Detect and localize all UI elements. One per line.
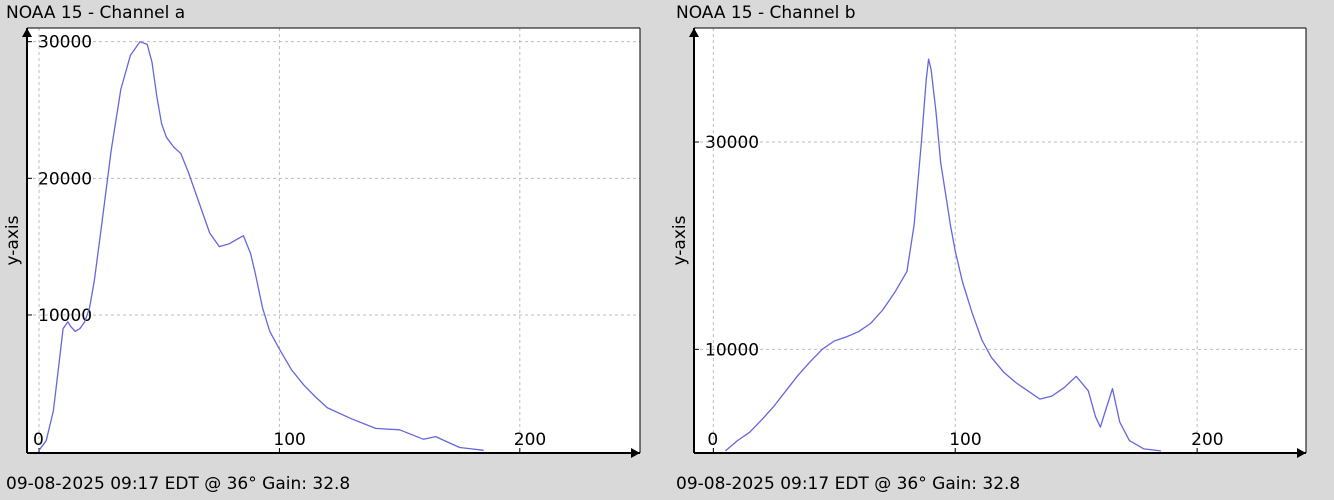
chart-title: NOAA 15 - Channel a <box>6 3 186 23</box>
plot-area-a: 0 100 200 10000 20000 30000 y-axis <box>3 27 641 458</box>
y-tick-label: 10000 <box>705 340 759 360</box>
y-tick-label: 10000 <box>38 306 92 326</box>
series-line <box>724 58 1161 452</box>
plot-background <box>27 28 640 453</box>
x-tick-label: 100 <box>949 430 981 450</box>
chart-footer: 09-08-2025 09:17 EDT @ 36° Gain: 32.8 <box>6 474 351 494</box>
plot-area-b: 0 100 200 10000 30000 y-axis <box>670 27 1307 458</box>
x-tick-label: 0 <box>707 430 718 450</box>
y-tick-label: 30000 <box>38 33 92 53</box>
x-tick-label: 200 <box>514 430 546 450</box>
y-axis-label: y-axis <box>3 215 23 265</box>
y-axis-arrow <box>689 28 699 37</box>
x-axis-arrow <box>631 448 640 458</box>
y-tick-label: 20000 <box>38 169 92 189</box>
chart-footer: 09-08-2025 09:17 EDT @ 36° Gain: 32.8 <box>676 474 1021 494</box>
y-axis-label: y-axis <box>670 215 690 265</box>
y-axis-arrow <box>22 28 32 37</box>
x-tick-label: 0 <box>33 430 44 450</box>
x-tick-label: 100 <box>273 430 305 450</box>
x-axis-arrow <box>1297 448 1306 458</box>
series-line <box>38 41 484 451</box>
chart-title: NOAA 15 - Channel b <box>676 3 856 23</box>
y-tick-label: 30000 <box>705 133 759 153</box>
x-tick-label: 200 <box>1191 430 1223 450</box>
plot-background <box>694 28 1306 453</box>
